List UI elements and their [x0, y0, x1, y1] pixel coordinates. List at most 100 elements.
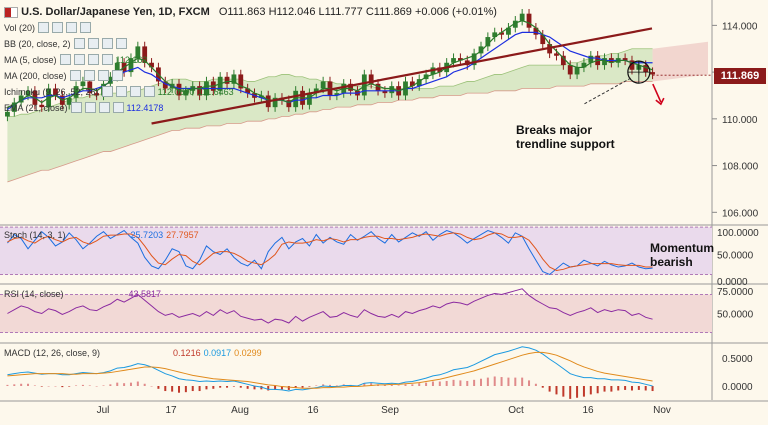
price-tick-label: 108.000	[722, 162, 759, 173]
candle-body	[629, 60, 635, 70]
candle	[526, 9, 532, 33]
macd-histogram-bar	[129, 382, 132, 386]
macd-histogram-bar	[136, 381, 139, 386]
candle-body	[313, 88, 319, 94]
macd-histogram-bar	[123, 383, 126, 386]
indicator-legend-row: MA (5, close) 112.162	[4, 54, 147, 65]
candle-body	[5, 111, 10, 117]
candle-body	[135, 46, 141, 59]
settings-icon[interactable]	[115, 86, 127, 97]
settings-icon[interactable]	[52, 22, 64, 33]
candle	[224, 72, 230, 89]
indicator-legend-row: Vol (20)	[4, 22, 92, 33]
change-value: +0.006 (+0.01%)	[414, 6, 497, 18]
candle-body	[94, 93, 100, 96]
more-icon[interactable]	[143, 86, 155, 97]
down-arrow-head	[655, 97, 665, 106]
candle-body	[471, 53, 477, 66]
candle-body	[533, 27, 539, 35]
macd-histogram-bar	[390, 384, 393, 386]
macd-histogram-bar	[253, 386, 256, 390]
close-icon[interactable]	[101, 38, 113, 49]
x-tick-label: Aug	[231, 405, 249, 416]
candle-body	[66, 97, 72, 105]
candle	[457, 53, 463, 66]
candle-body	[149, 62, 154, 68]
eye-icon[interactable]	[69, 70, 81, 81]
candle	[258, 90, 264, 103]
indicator-label: Ichimoku (9, 26, 52, 26)	[4, 86, 99, 97]
macd-histogram-bar	[54, 386, 57, 387]
settings-icon[interactable]	[83, 70, 95, 81]
macd-histogram-bar	[404, 384, 407, 386]
macd-histogram-bar	[486, 377, 489, 386]
macd-histogram-bar	[555, 386, 558, 395]
indicator-label: MA (200, close)	[4, 70, 67, 81]
macd-histogram-bar	[219, 386, 222, 388]
macd-histogram-bar	[479, 378, 482, 386]
x-tick-label: 16	[582, 405, 594, 416]
macd-hist-value: 0.1216	[173, 348, 201, 358]
close-icon[interactable]	[129, 86, 141, 97]
candle	[313, 83, 319, 98]
indicator-legend-row: Ichimoku (9, 26, 52, 26) 112.0690 111.6463	[4, 86, 234, 97]
candle	[368, 69, 374, 89]
candle-body	[554, 53, 559, 56]
candle-body	[650, 72, 655, 75]
macd-histogram-bar	[370, 383, 373, 386]
macd-histogram-bar	[27, 383, 30, 386]
close-icon[interactable]	[87, 54, 99, 65]
candle	[512, 16, 518, 33]
macd-histogram-bar	[562, 386, 565, 397]
rsi-legend: RSI (14, close) 43.5817	[4, 289, 161, 299]
momentum-annotation-line1: Momentum	[650, 241, 714, 255]
close-icon[interactable]	[66, 22, 78, 33]
macd-histogram-bar	[521, 377, 524, 386]
candle-body	[114, 62, 120, 77]
candle	[506, 23, 511, 40]
eye-icon[interactable]	[38, 22, 50, 33]
macd-histogram-bar	[617, 386, 620, 391]
x-tick-label: Oct	[508, 405, 524, 416]
macd-histogram-bar	[322, 384, 325, 386]
momentum-annotation-line2: bearish	[650, 255, 693, 269]
candle-body	[258, 95, 264, 98]
candle	[471, 48, 477, 70]
settings-icon[interactable]	[73, 54, 85, 65]
eye-icon[interactable]	[59, 54, 71, 65]
eye-icon[interactable]	[73, 38, 85, 49]
macd-histogram-bar	[431, 381, 434, 386]
close-icon[interactable]	[97, 70, 109, 81]
settings-icon[interactable]	[84, 102, 96, 113]
indicator-value: 111.6463	[197, 86, 234, 97]
macd-histogram-bar	[493, 376, 496, 386]
candle-body	[567, 65, 573, 75]
more-icon[interactable]	[111, 70, 123, 81]
candle-body	[142, 46, 148, 63]
candle-body	[18, 95, 24, 103]
x-tick-label: Sep	[381, 405, 399, 416]
macd-histogram-bar	[603, 386, 606, 392]
close-icon[interactable]	[98, 102, 110, 113]
more-icon[interactable]	[80, 22, 92, 33]
candle	[135, 41, 141, 63]
more-icon[interactable]	[112, 102, 124, 113]
more-icon[interactable]	[115, 38, 127, 49]
macd-histogram-bar	[644, 386, 647, 391]
indicator-label: EMA (21, close)	[4, 102, 68, 113]
macd-signal-line	[7, 351, 653, 389]
rsi-value: 43.5817	[128, 289, 162, 299]
more-icon[interactable]	[101, 54, 113, 65]
candle	[176, 79, 182, 101]
candle-body	[506, 27, 511, 35]
candle-body	[361, 74, 367, 96]
macd-line-value: 0.0917	[203, 348, 232, 358]
low-value: L111.777	[318, 6, 363, 18]
eye-icon[interactable]	[70, 102, 82, 113]
stoch-label: Stoch (14, 3, 1)	[4, 230, 66, 240]
indicator-legend-row: BB (20, close, 2)	[4, 38, 127, 49]
price-tick-label: 114.000	[722, 21, 758, 32]
macd-histogram-bar	[425, 382, 428, 386]
eye-icon[interactable]	[101, 86, 113, 97]
settings-icon[interactable]	[87, 38, 99, 49]
